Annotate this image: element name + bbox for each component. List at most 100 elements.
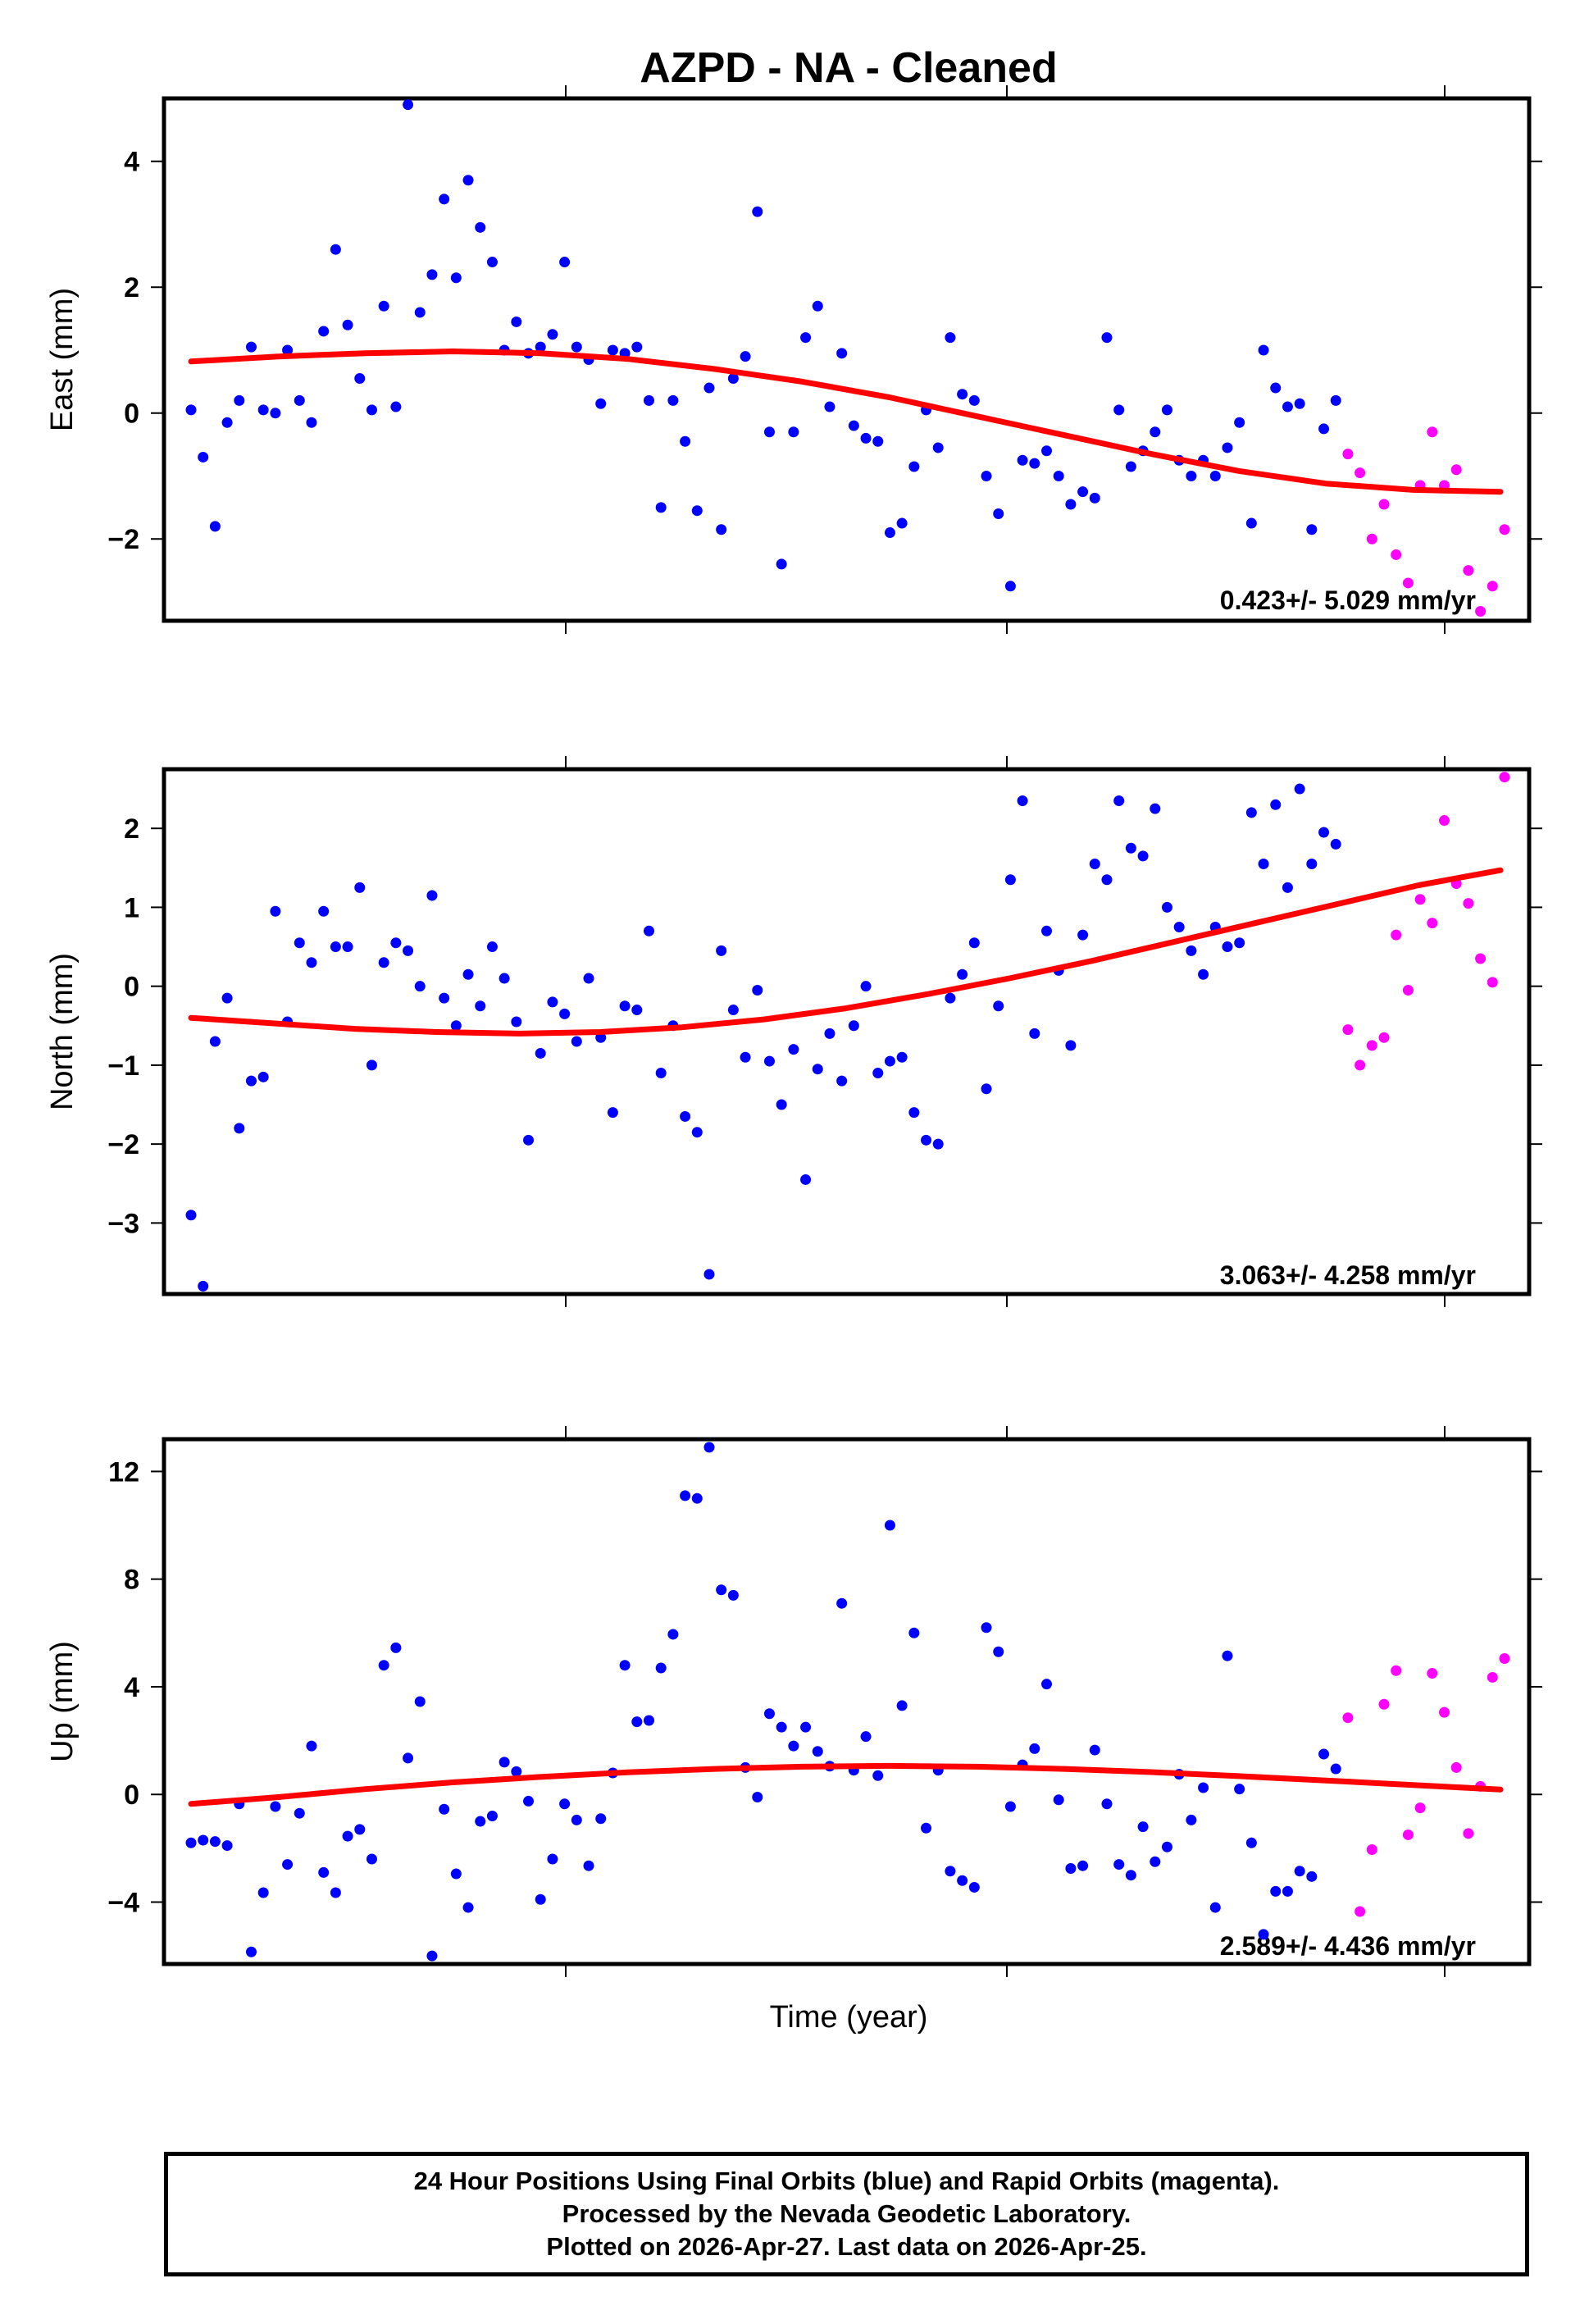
rapid-orbit-point: [1366, 533, 1377, 545]
final-orbit-point: [1294, 1866, 1305, 1877]
footer-line-3: Plotted on 2026-Apr-27. Last data on 202…: [546, 2232, 1147, 2261]
final-orbit-point: [306, 1740, 317, 1752]
final-orbit-point: [1150, 426, 1161, 438]
final-orbit-point: [366, 1853, 377, 1865]
final-orbit-point: [968, 394, 980, 406]
final-orbit-point: [619, 1000, 631, 1012]
final-orbit-point: [1245, 807, 1257, 818]
final-orbit-point: [680, 1490, 691, 1501]
rapid-orbit-point: [1475, 605, 1487, 617]
final-orbit-point: [1137, 850, 1149, 862]
rapid-orbit-point: [1355, 467, 1366, 479]
final-orbit-point: [1234, 417, 1245, 428]
final-orbit-point: [776, 558, 787, 570]
final-orbit-point: [257, 1887, 269, 1898]
final-orbit-point: [330, 1887, 341, 1898]
final-orbit-point: [270, 905, 281, 917]
final-orbit-point: [270, 408, 281, 419]
final-orbit-point: [294, 1807, 305, 1819]
final-orbit-point: [1198, 1782, 1209, 1793]
up-ytick-label: −4: [107, 1888, 139, 1919]
final-orbit-point: [1065, 1862, 1077, 1874]
final-orbit-point: [981, 470, 992, 481]
final-orbit-point: [1186, 470, 1197, 481]
final-orbit-point: [475, 1000, 486, 1012]
final-orbit-point: [486, 941, 498, 953]
final-orbit-point: [583, 1860, 594, 1871]
east-ytick-label: −2: [107, 524, 139, 555]
final-orbit-point: [1101, 1798, 1113, 1810]
final-orbit-point: [1041, 1679, 1053, 1690]
final-orbit-point: [511, 1766, 522, 1777]
final-orbit-point: [282, 1859, 294, 1871]
final-orbit-point: [908, 1107, 920, 1119]
final-orbit-point: [462, 1902, 474, 1913]
rapid-orbit-point: [1499, 772, 1510, 783]
final-orbit-point: [234, 394, 245, 406]
final-orbit-point: [330, 941, 341, 953]
final-orbit-point: [691, 1127, 703, 1138]
north-rate-label: 3.063+/- 4.258 mm/yr: [1220, 1260, 1476, 1290]
final-orbit-point: [499, 1757, 510, 1768]
rapid-orbit-point: [1391, 929, 1402, 941]
final-orbit-point: [245, 341, 257, 353]
final-orbit-point: [752, 984, 763, 996]
final-orbit-point: [896, 1700, 908, 1711]
up-rate-label: 2.589+/- 4.436 mm/yr: [1220, 1931, 1476, 1961]
final-orbit-point: [848, 1020, 859, 1032]
final-orbit-point: [800, 332, 812, 344]
final-orbit-point: [390, 1642, 402, 1653]
final-orbit-point: [1017, 454, 1028, 466]
final-orbit-point: [631, 341, 643, 353]
final-orbit-point: [378, 300, 389, 312]
final-orbit-point: [571, 1036, 582, 1047]
final-orbit-point: [342, 319, 353, 330]
rapid-orbit-point: [1427, 426, 1438, 438]
final-orbit-point: [872, 435, 884, 447]
final-orbit-point: [511, 1016, 522, 1028]
final-orbit-point: [535, 1047, 546, 1059]
final-orbit-point: [1306, 858, 1318, 869]
final-orbit-point: [872, 1770, 884, 1781]
final-orbit-point: [1306, 1871, 1318, 1882]
final-orbit-point: [185, 404, 197, 416]
final-orbit-point: [354, 882, 366, 893]
final-orbit-point: [198, 451, 209, 463]
final-orbit-point: [1282, 1885, 1293, 1897]
up-fit-curve: [188, 1762, 1504, 1807]
rapid-orbit-point: [1342, 1712, 1354, 1724]
final-orbit-point: [378, 957, 389, 968]
rapid-orbit-point: [1355, 1906, 1366, 1917]
final-orbit-point: [475, 1816, 486, 1827]
final-orbit-point: [643, 1715, 654, 1726]
final-orbit-point: [462, 968, 474, 980]
final-orbit-point: [1077, 486, 1089, 498]
up-ytick-label: 8: [124, 1565, 139, 1596]
final-orbit-point: [221, 1840, 233, 1852]
north-ytick-label: 0: [124, 972, 139, 1003]
final-orbit-point: [1053, 1794, 1064, 1806]
rapid-orbit-point: [1342, 1024, 1354, 1036]
rapid-orbit-point: [1439, 815, 1450, 827]
final-orbit-point: [234, 1123, 245, 1134]
north-ytick-label: −1: [107, 1050, 139, 1082]
final-orbit-point: [1125, 1870, 1136, 1881]
final-orbit-point: [294, 937, 305, 949]
final-orbit-point: [1125, 461, 1136, 472]
final-orbit-point: [185, 1837, 197, 1848]
final-orbit-point: [366, 404, 377, 416]
rapid-orbit-point: [1378, 1698, 1390, 1710]
final-orbit-point: [1089, 858, 1100, 869]
rapid-orbit-point: [1499, 524, 1510, 535]
final-orbit-point: [1245, 517, 1257, 529]
final-orbit-point: [703, 1269, 715, 1280]
final-orbit-point: [932, 442, 944, 453]
final-orbit-point: [1234, 937, 1245, 949]
final-orbit-point: [318, 326, 330, 337]
final-orbit-point: [209, 521, 221, 532]
footer-line-1: 24 Hour Positions Using Final Orbits (bl…: [413, 2167, 1280, 2195]
final-orbit-point: [812, 300, 823, 312]
final-orbit-point: [932, 1138, 944, 1150]
final-orbit-point: [306, 957, 317, 968]
up-y-axis-label: Up (mm): [45, 1641, 80, 1762]
